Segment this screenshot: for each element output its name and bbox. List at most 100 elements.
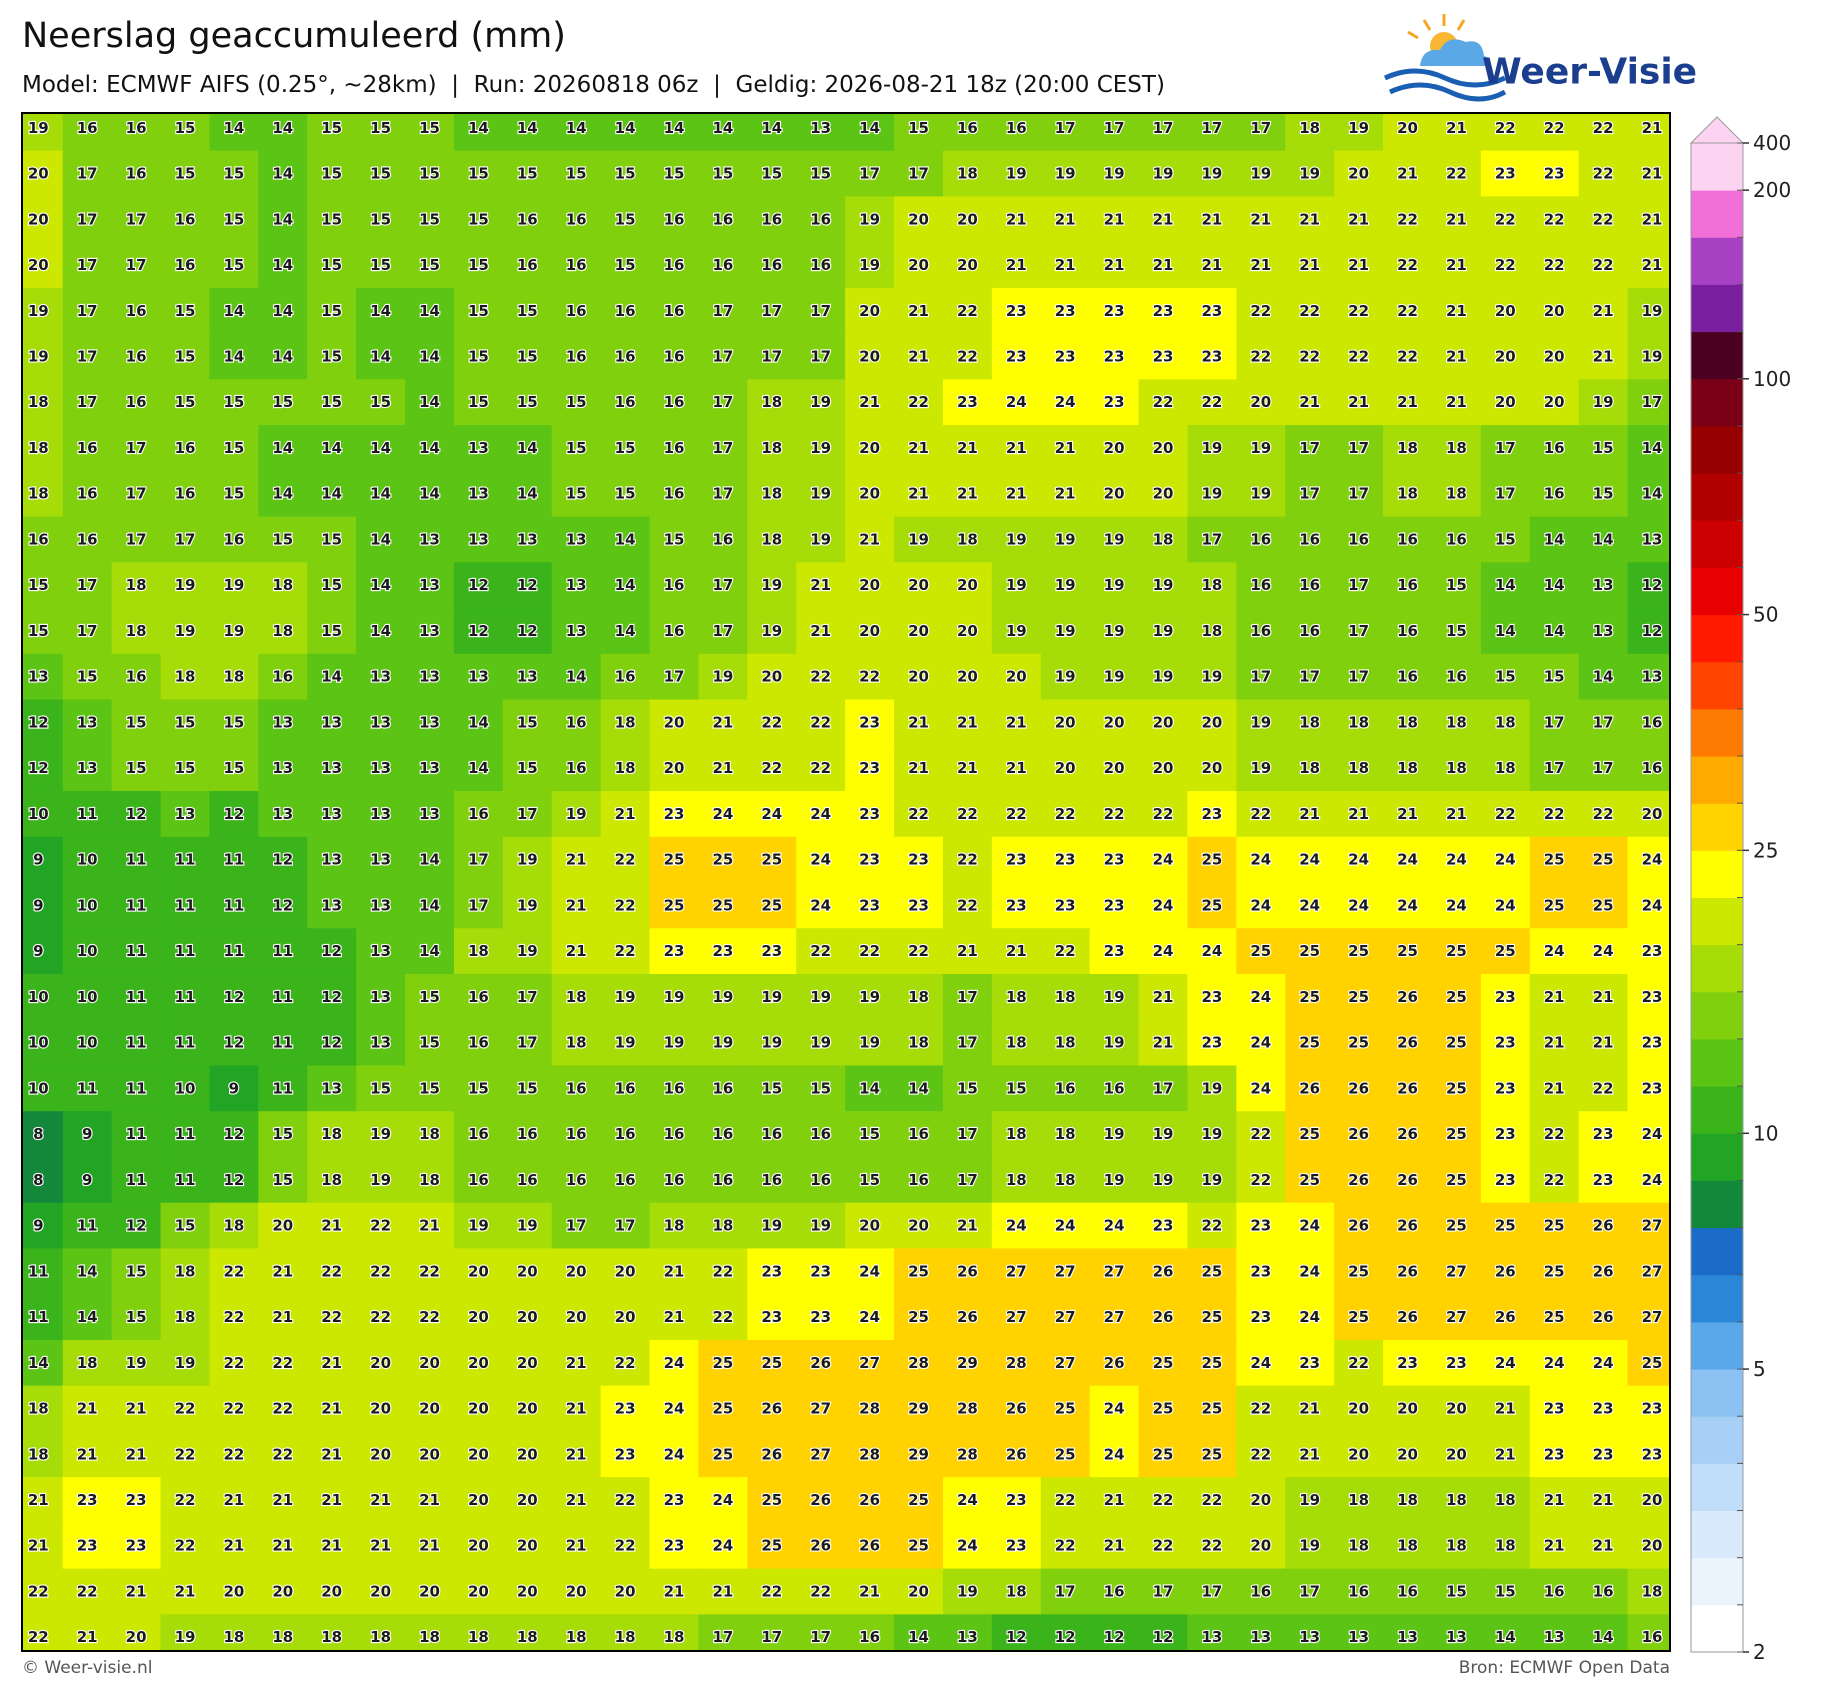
- cell: [1138, 113, 1189, 152]
- cell: [649, 516, 700, 563]
- cell: [747, 333, 797, 380]
- cell-value: 16: [566, 210, 587, 228]
- cell-value: 26: [1397, 1034, 1418, 1052]
- cell-value: 16: [126, 668, 147, 686]
- cell-value: 14: [370, 576, 391, 594]
- cell-value: 20: [223, 1582, 244, 1600]
- cell-value: 16: [1544, 485, 1565, 503]
- cell: [600, 882, 651, 929]
- cell-value: 15: [468, 302, 489, 320]
- cell-value: 27: [1055, 1308, 1076, 1326]
- cell-value: 21: [1544, 1537, 1565, 1555]
- cell: [991, 470, 1042, 518]
- cell-value: 19: [1006, 530, 1027, 548]
- cell: [1285, 608, 1335, 655]
- cell-value: 17: [712, 302, 733, 320]
- cell: [1383, 425, 1433, 472]
- cell-value: 15: [223, 759, 244, 777]
- cell: [1187, 1065, 1237, 1112]
- cell: [796, 113, 846, 152]
- cell-value: 23: [1642, 942, 1663, 960]
- cell-value: 14: [272, 485, 293, 503]
- cell: [453, 836, 504, 884]
- cell: [502, 608, 553, 655]
- cell: [942, 562, 993, 609]
- cell-value: 19: [517, 896, 538, 914]
- cell-value: 15: [908, 119, 929, 137]
- cell-value: 16: [1397, 530, 1418, 548]
- cell-value: 15: [223, 713, 244, 731]
- cell-value: 16: [615, 668, 636, 686]
- cell-value: 21: [1299, 1400, 1320, 1418]
- cell: [845, 836, 895, 884]
- cell: [1627, 745, 1670, 792]
- cell: [160, 1111, 211, 1158]
- cell-value: 25: [1299, 988, 1320, 1006]
- cell-value: 24: [1104, 1400, 1125, 1418]
- colorbar-label: 50: [1753, 603, 1778, 627]
- cell-value: 22: [223, 1308, 244, 1326]
- cell-value: 26: [1153, 1308, 1174, 1326]
- cell-value: 20: [468, 1491, 489, 1509]
- cell: [894, 425, 944, 472]
- cell: [747, 516, 797, 563]
- cell-value: 27: [810, 1400, 831, 1418]
- cell: [453, 1202, 504, 1250]
- cell: [405, 608, 455, 655]
- cell: [1627, 150, 1670, 198]
- cell: [258, 150, 308, 198]
- cell-value: 21: [1593, 1537, 1614, 1555]
- cell: [258, 242, 308, 289]
- cell-value: 22: [615, 1537, 636, 1555]
- cell-value: 15: [468, 393, 489, 411]
- cell-value: 18: [28, 439, 49, 457]
- cloud: [1420, 39, 1491, 66]
- cell: [1627, 1065, 1670, 1112]
- cell: [258, 699, 308, 746]
- cell: [356, 791, 406, 838]
- cell-value: 16: [615, 1171, 636, 1189]
- cell-value: 25: [1250, 942, 1271, 960]
- cell-value: 23: [1495, 1125, 1516, 1143]
- cell-value: 17: [859, 165, 880, 183]
- cell-value: 19: [1201, 1125, 1222, 1143]
- cell-value: 16: [957, 119, 978, 137]
- cell: [991, 196, 1042, 243]
- cell-value: 23: [615, 1400, 636, 1418]
- cell: [1040, 1156, 1091, 1204]
- cell: [1089, 882, 1140, 929]
- cell-value: 19: [1153, 165, 1174, 183]
- cell-value: 23: [1593, 1125, 1614, 1143]
- cell-value: 11: [28, 1308, 49, 1326]
- cell-value: 22: [810, 668, 831, 686]
- cell: [894, 1156, 944, 1204]
- cell-value: 11: [77, 1217, 98, 1235]
- cell-value: 21: [1006, 256, 1027, 274]
- cell: [1529, 379, 1580, 426]
- cell: [942, 973, 993, 1021]
- cell-value: 25: [712, 896, 733, 914]
- cell-value: 12: [28, 713, 49, 731]
- cell-value: 19: [712, 1034, 733, 1052]
- cell: [747, 791, 797, 838]
- cell: [845, 1156, 895, 1204]
- cell: [649, 1156, 700, 1204]
- colorbar-band: [1691, 1416, 1743, 1464]
- cell-value: 11: [223, 896, 244, 914]
- cell: [991, 287, 1042, 335]
- cell-value: 22: [1250, 302, 1271, 320]
- cell-value: 18: [517, 1628, 538, 1646]
- cell-value: 20: [517, 1491, 538, 1509]
- cell-value: 16: [1299, 622, 1320, 640]
- cell: [1578, 470, 1629, 518]
- cell-value: 8: [33, 1125, 43, 1143]
- cell: [111, 882, 162, 929]
- cell-value: 21: [566, 1354, 587, 1372]
- cell: [747, 653, 797, 701]
- cell-value: 26: [810, 1354, 831, 1372]
- cell-value: 19: [370, 1171, 391, 1189]
- cell-value: 17: [126, 210, 147, 228]
- cell: [1431, 242, 1482, 289]
- cell: [258, 425, 308, 472]
- cell: [551, 928, 602, 975]
